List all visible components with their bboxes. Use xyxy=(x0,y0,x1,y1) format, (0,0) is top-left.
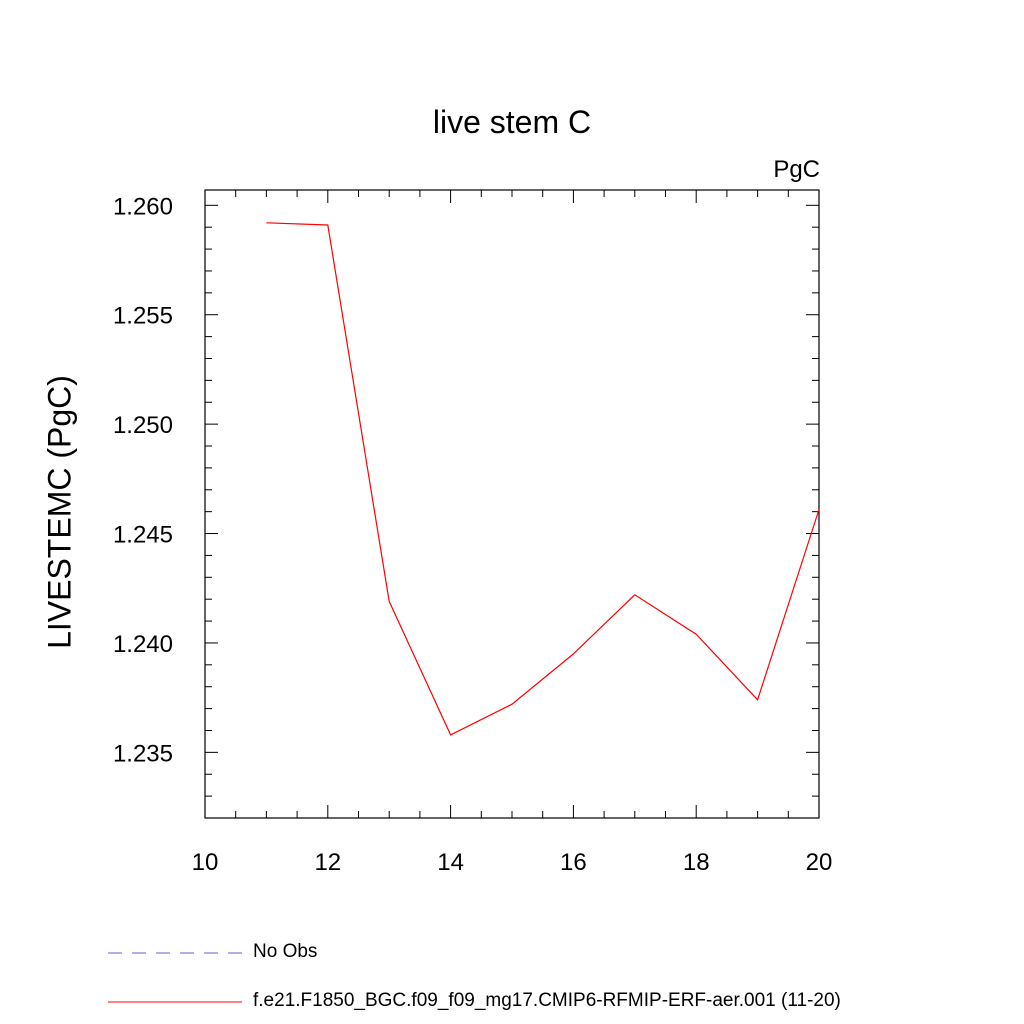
legend-label-series: f.e21.F1850_BGC.f09_f09_mg17.CMIP6-RFMIP… xyxy=(253,990,841,1011)
y-tick-label: 1.255 xyxy=(113,303,173,330)
x-tick-label: 14 xyxy=(437,849,464,876)
y-tick-label: 1.240 xyxy=(113,631,173,658)
y-tick-label: 1.235 xyxy=(113,740,173,767)
x-tick-label: 18 xyxy=(683,849,710,876)
x-tick-label: 20 xyxy=(806,849,833,876)
chart-title: live stem C xyxy=(432,104,592,140)
legend-label-obs: No Obs xyxy=(253,941,318,962)
y-tick-label: 1.245 xyxy=(113,522,173,549)
x-tick-label: 12 xyxy=(314,849,341,876)
plot-frame xyxy=(204,189,820,819)
series-line xyxy=(266,222,820,736)
x-tick-label: 16 xyxy=(560,849,587,876)
x-tick-label: 10 xyxy=(192,849,219,876)
y-tick-label: 1.250 xyxy=(113,412,173,439)
units-label: PgC xyxy=(773,156,820,183)
y-tick-label: 1.260 xyxy=(113,193,173,220)
